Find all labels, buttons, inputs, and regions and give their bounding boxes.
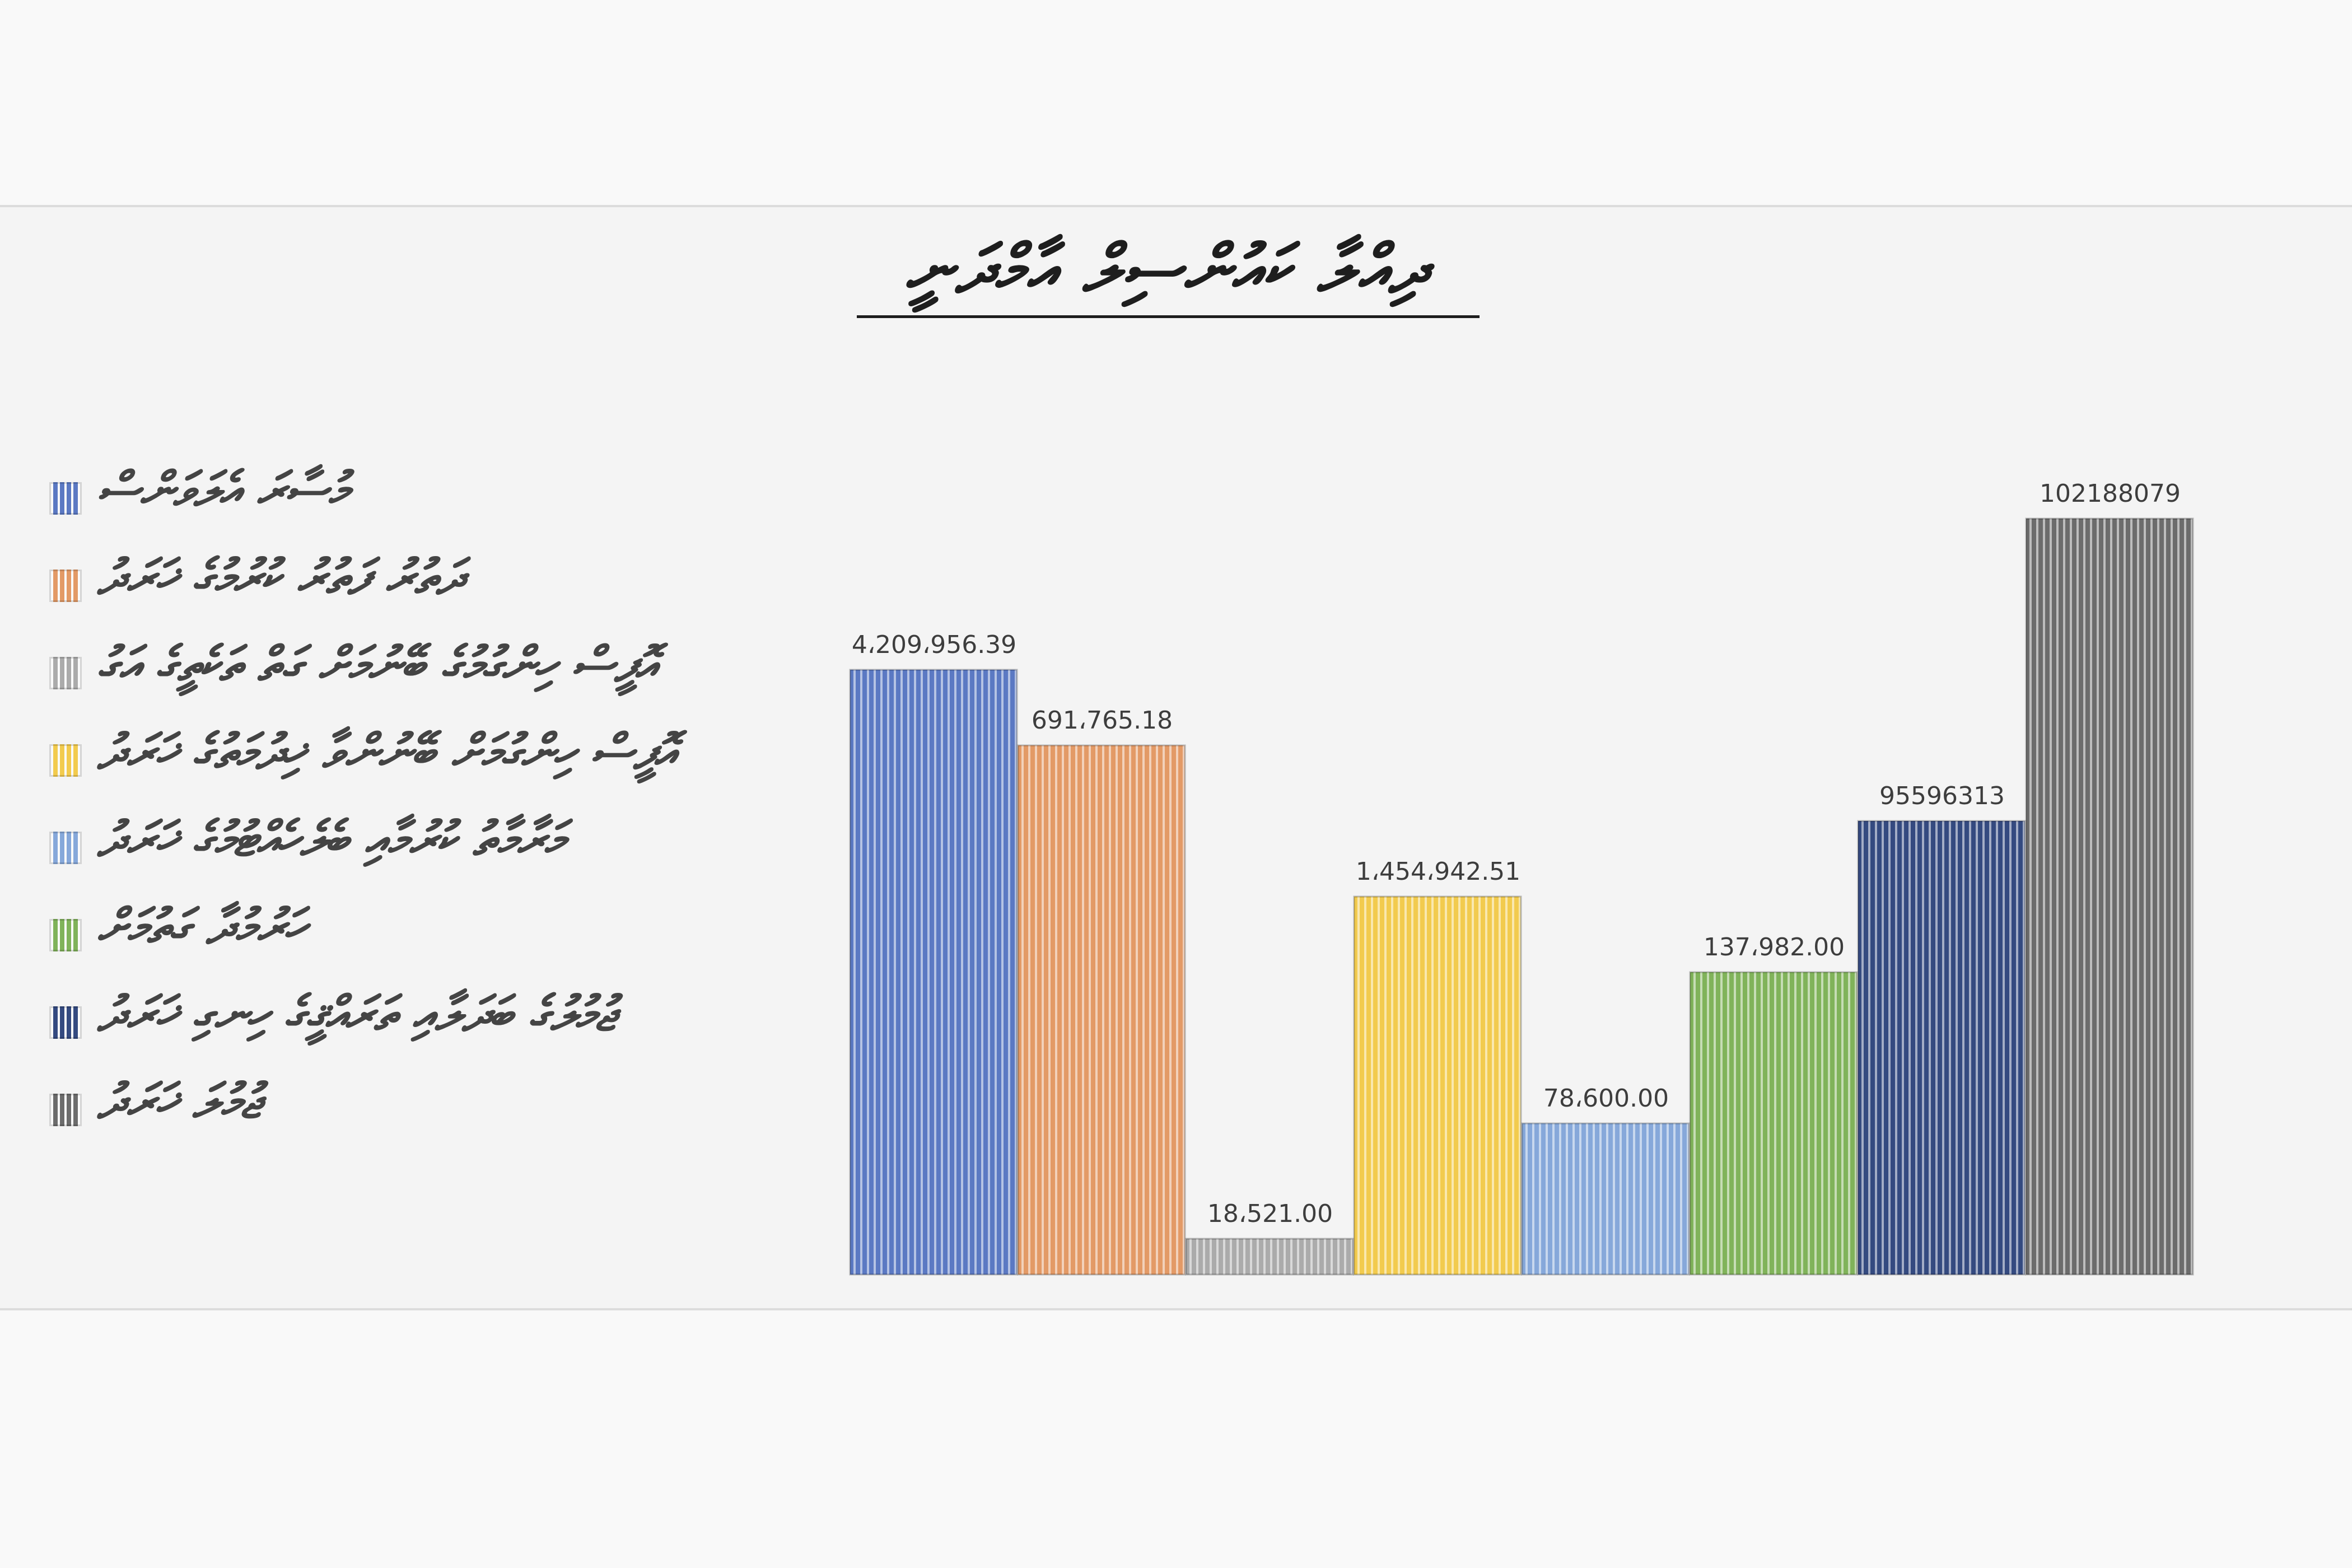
legend-label: އޮފީސް ހިންގުމުގެ ބޭނުމަށް ގަތް ތަކެތީގެ… (97, 637, 656, 693)
legend-label: ދަތުރު ފަތުރު ކުރުމުގެ ޚަރަދު (97, 549, 463, 605)
legend-label: ހަރުމުދާ ގަތުމަށް (97, 899, 305, 955)
legend-label: މުސާރަ އެލަވަންސް (97, 462, 348, 518)
legend-item-4: އޮފީސް ހިންގުމަށް ބޭނުންވާ ޚިދުމަތުގެ ޚަ… (49, 713, 749, 800)
chart-title-underline (857, 315, 1480, 318)
chart-legend: މުސާރަ އެލަވަންސް ދަތުރު ފަތުރު ކުރުމުގެ … (49, 451, 749, 1150)
legend-swatch (49, 744, 82, 777)
legend-swatch (49, 482, 82, 515)
legend-label: އޮފީސް ހިންގުމަށް ބޭނުންވާ ޚިދުމަތުގެ ޚަ… (97, 724, 675, 780)
legend-item-8: ޖުމުލަ ޚަރަދު (49, 1062, 749, 1150)
top-divider (0, 205, 2352, 207)
legend-label: މަރާމާތު ކުރުމާއި ބެލެހެއްޓުމުގެ ޚަރަދު (97, 811, 563, 867)
chart-title: ދިއްލާ ކައުންސިލް އާމްދަނީ (906, 230, 1430, 307)
legend-item-2: ދަތުރު ފަތުރު ކުރުމުގެ ޚަރަދު (49, 538, 749, 626)
legend-item-1: މުސާރަ އެލަވަންސް (49, 451, 749, 538)
legend-swatch (49, 1094, 82, 1126)
legend-item-3: އޮފީސް ހިންގުމުގެ ބޭނުމަށް ގަތް ތަކެތީގެ… (49, 626, 749, 713)
legend-item-7: ޖުމުލުގެ ބަދަލާއި ތަރައްޤީގެ ހިނގި ޚަރަދ… (49, 975, 749, 1062)
legend-swatch (49, 919, 82, 951)
legend-item-5: މަރާމާތު ކުރުމާއި ބެލެހެއްޓުމުގެ ޚަރަދު (49, 800, 749, 888)
legend-swatch (49, 1006, 82, 1039)
legend-label: ޖުމުލަ ޚަރަދު (97, 1074, 261, 1130)
legend-swatch (49, 832, 82, 864)
legend-swatch (49, 570, 82, 602)
bottom-divider (0, 1308, 2352, 1310)
legend-label: ޖުމުލުގެ ބަދަލާއި ތަރައްޤީގެ ހިނގި ޚަރަދ… (97, 986, 615, 1042)
legend-swatch (49, 657, 82, 689)
legend-item-6: ހަރުމުދާ ގަތުމަށް (49, 888, 749, 975)
